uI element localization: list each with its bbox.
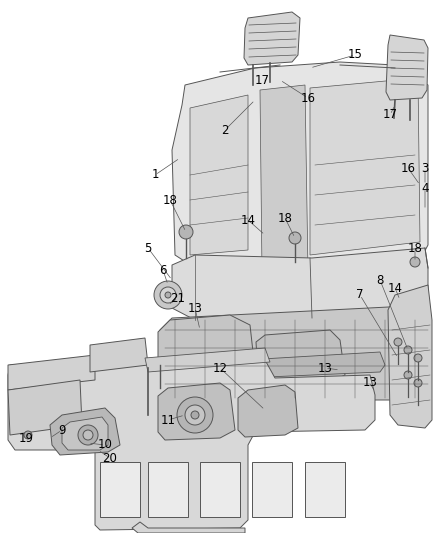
Polygon shape xyxy=(50,408,120,455)
Text: 12: 12 xyxy=(212,361,227,375)
Text: 13: 13 xyxy=(187,302,202,314)
Polygon shape xyxy=(172,62,428,272)
Polygon shape xyxy=(260,85,308,272)
Text: 18: 18 xyxy=(162,193,177,206)
Bar xyxy=(305,462,345,517)
Text: 6: 6 xyxy=(159,263,167,277)
Text: 21: 21 xyxy=(170,292,186,304)
Circle shape xyxy=(160,287,176,303)
Bar xyxy=(252,462,292,517)
Text: 15: 15 xyxy=(348,49,362,61)
Circle shape xyxy=(394,338,402,346)
Text: 18: 18 xyxy=(408,241,422,254)
Polygon shape xyxy=(256,330,345,385)
Circle shape xyxy=(410,257,420,267)
Circle shape xyxy=(404,346,412,354)
Polygon shape xyxy=(132,522,245,533)
Circle shape xyxy=(191,411,199,419)
Bar xyxy=(148,462,188,517)
Circle shape xyxy=(24,431,32,439)
Bar xyxy=(100,462,140,517)
Text: 13: 13 xyxy=(363,376,378,390)
Polygon shape xyxy=(90,338,148,372)
Text: 17: 17 xyxy=(382,109,398,122)
Text: 19: 19 xyxy=(18,432,33,445)
Circle shape xyxy=(154,281,182,309)
Circle shape xyxy=(414,379,422,387)
Circle shape xyxy=(404,371,412,379)
Text: 7: 7 xyxy=(356,288,364,302)
Circle shape xyxy=(177,397,213,433)
Text: 5: 5 xyxy=(144,241,152,254)
Text: 14: 14 xyxy=(240,214,255,227)
Text: 10: 10 xyxy=(98,439,113,451)
Polygon shape xyxy=(8,380,82,435)
Circle shape xyxy=(179,225,193,239)
Text: 16: 16 xyxy=(400,161,416,174)
Circle shape xyxy=(185,405,205,425)
Polygon shape xyxy=(386,35,428,100)
Text: 8: 8 xyxy=(376,273,384,287)
Circle shape xyxy=(83,430,93,440)
Circle shape xyxy=(289,232,301,244)
Text: 16: 16 xyxy=(300,92,315,104)
Polygon shape xyxy=(62,417,108,450)
Polygon shape xyxy=(8,355,375,530)
Polygon shape xyxy=(145,348,270,372)
Polygon shape xyxy=(238,352,385,378)
Text: 1: 1 xyxy=(151,168,159,182)
Text: 17: 17 xyxy=(254,74,269,86)
Polygon shape xyxy=(388,285,432,428)
Text: 14: 14 xyxy=(388,281,403,295)
Text: 20: 20 xyxy=(102,451,117,464)
Text: 11: 11 xyxy=(160,414,176,426)
Text: 18: 18 xyxy=(278,212,293,224)
Polygon shape xyxy=(160,305,430,400)
Polygon shape xyxy=(310,78,420,255)
Polygon shape xyxy=(190,95,248,255)
Polygon shape xyxy=(238,385,298,437)
Circle shape xyxy=(165,292,171,298)
Circle shape xyxy=(78,425,98,445)
Polygon shape xyxy=(8,355,95,390)
Text: 2: 2 xyxy=(221,124,229,136)
Text: 9: 9 xyxy=(58,424,66,437)
Text: 4: 4 xyxy=(421,182,429,195)
Polygon shape xyxy=(158,383,235,440)
Polygon shape xyxy=(158,315,255,385)
Polygon shape xyxy=(172,248,428,320)
Bar xyxy=(200,462,240,517)
Circle shape xyxy=(414,354,422,362)
Polygon shape xyxy=(244,12,300,65)
Text: 3: 3 xyxy=(421,161,429,174)
Text: 13: 13 xyxy=(318,361,332,375)
